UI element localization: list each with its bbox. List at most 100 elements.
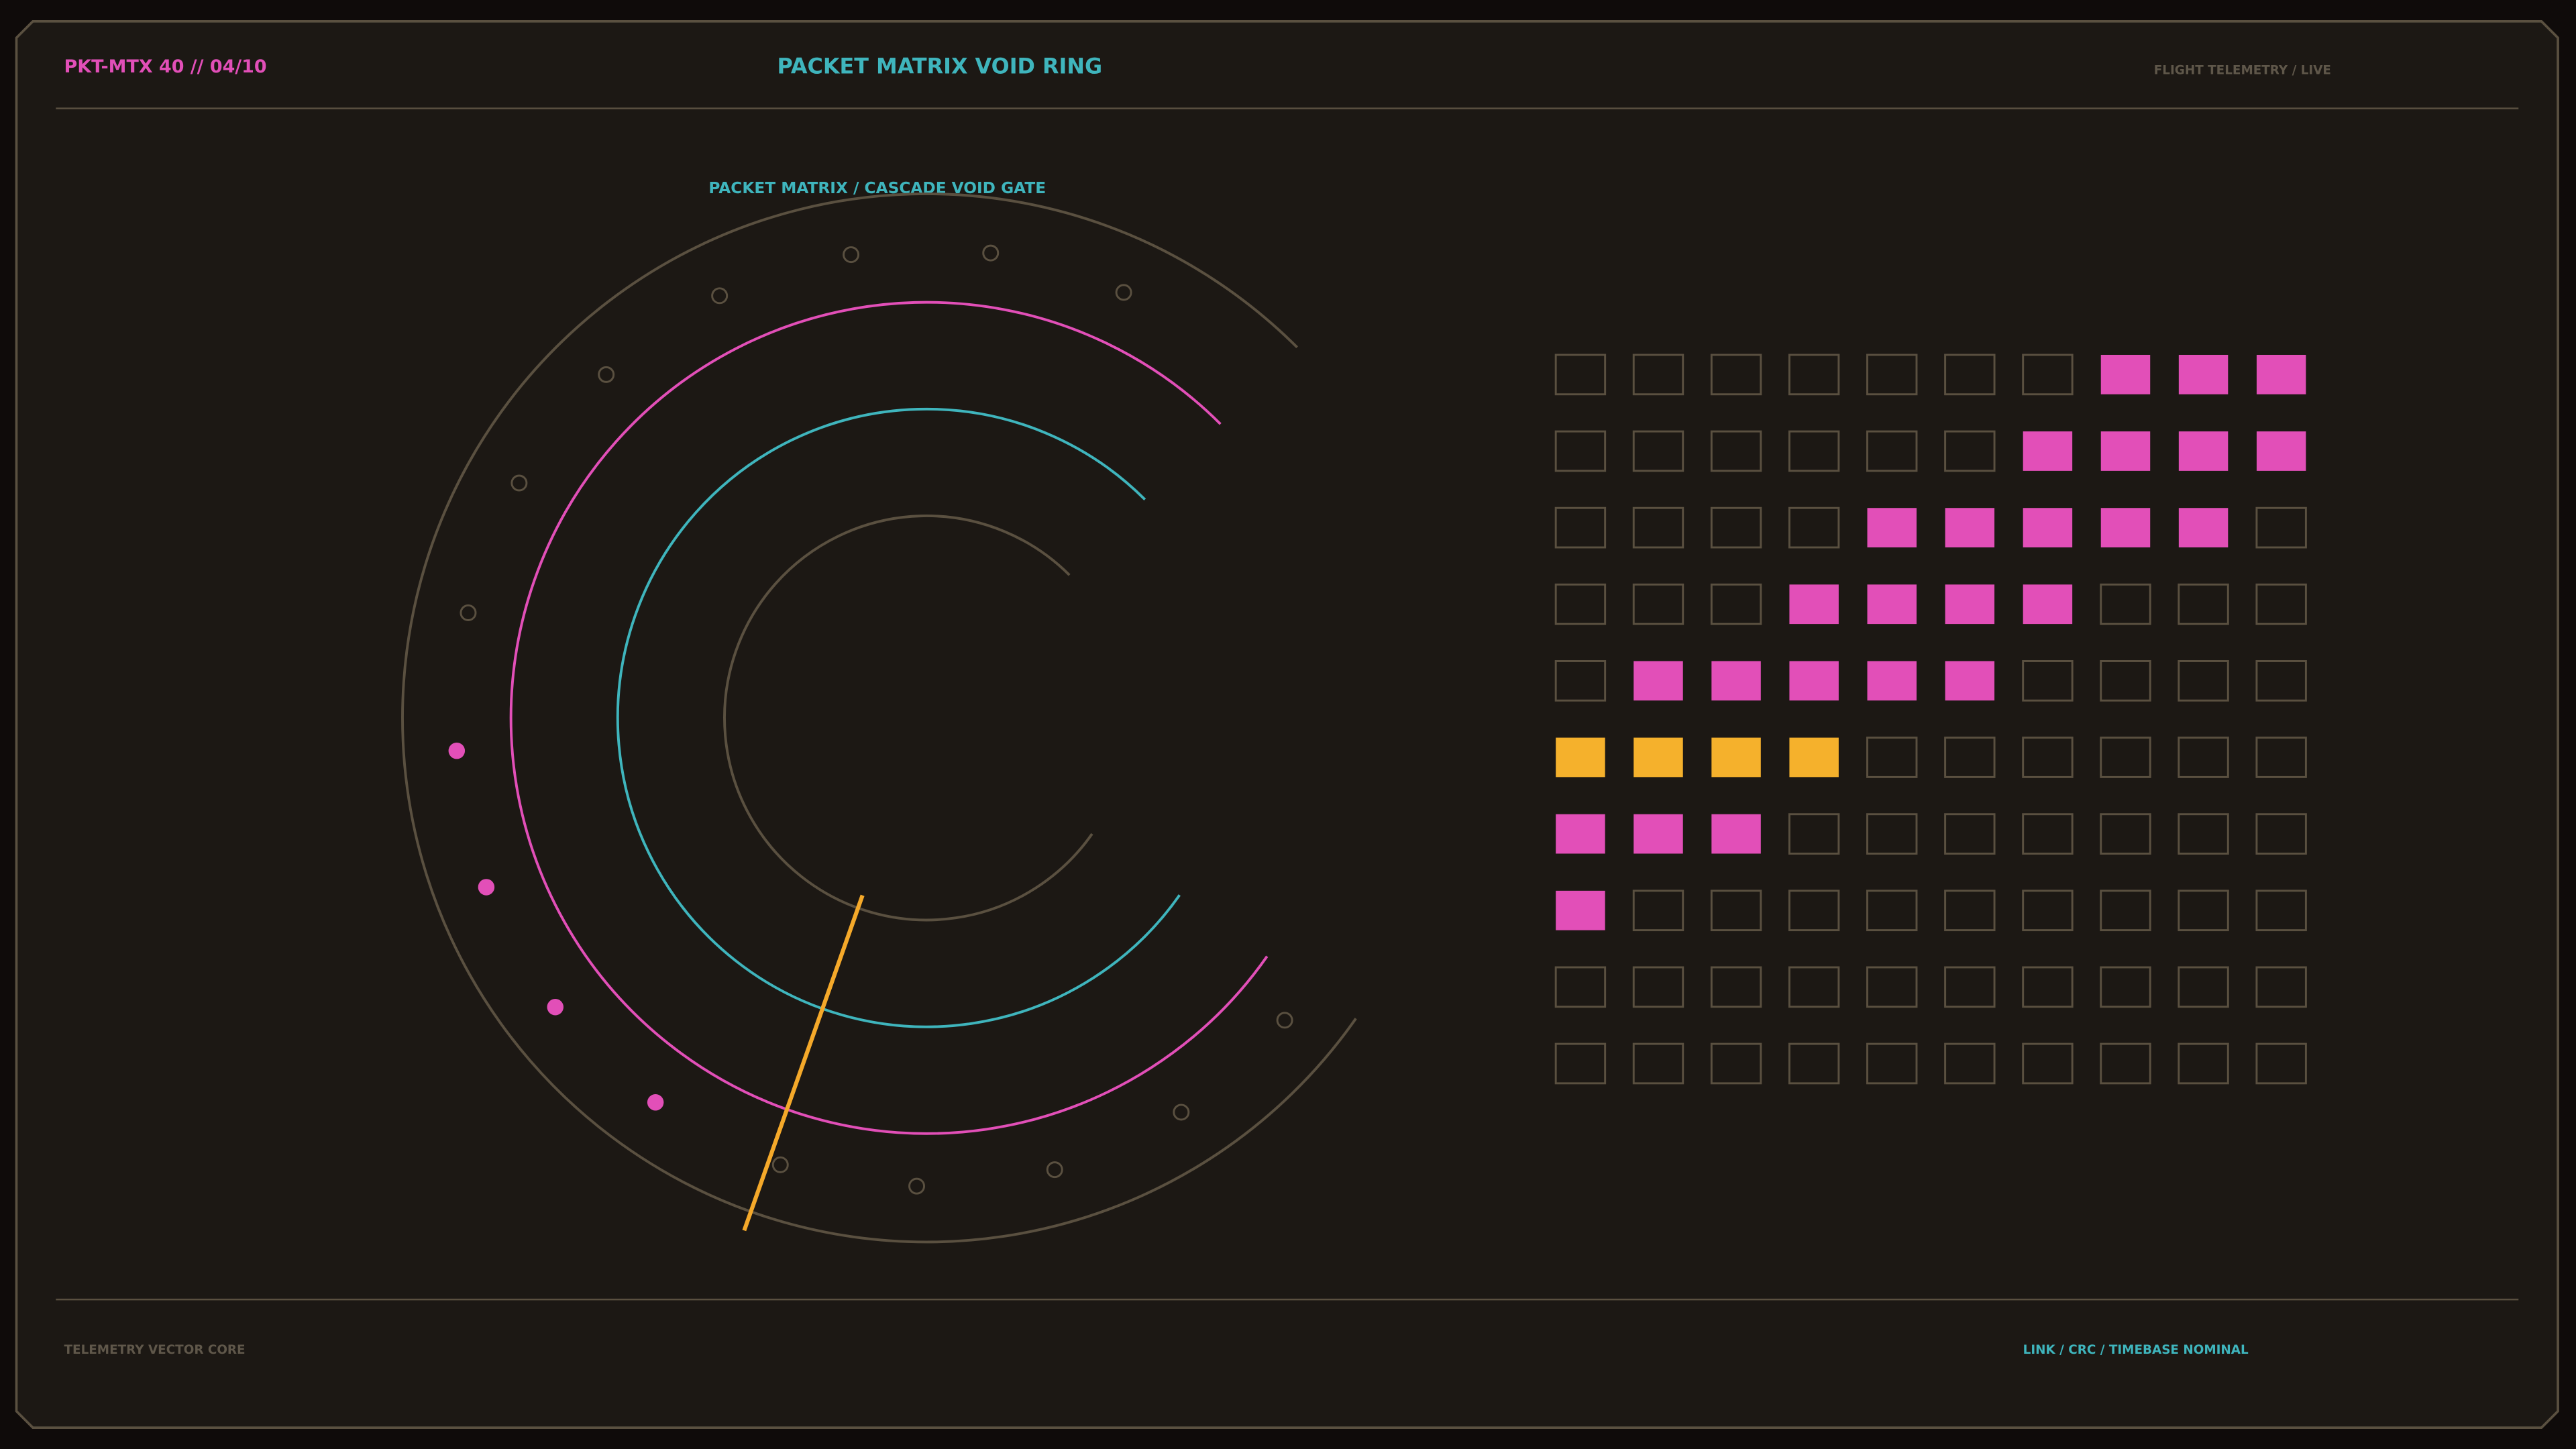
matrix-cell-active	[1789, 584, 1839, 625]
matrix-cell	[2255, 813, 2307, 855]
matrix-cell-active	[2256, 431, 2306, 471]
matrix-cell-active	[2256, 354, 2306, 394]
matrix-cell	[2022, 737, 2074, 778]
matrix-cell	[1554, 354, 1607, 396]
matrix-cell	[1632, 354, 1684, 396]
matrix-cell	[2100, 813, 2151, 855]
ring-node	[1276, 1012, 1293, 1029]
matrix-cell	[1944, 1042, 1996, 1085]
ring-arc	[401, 193, 1357, 1244]
matrix-cell-active	[2178, 431, 2229, 471]
matrix-cell-active	[2178, 508, 2229, 547]
ring-node	[1115, 284, 1132, 301]
void-ring	[401, 193, 1357, 1244]
matrix-cell	[1554, 659, 1607, 702]
matrix-cell	[1554, 506, 1607, 549]
matrix-cell	[1788, 890, 1840, 932]
matrix-cell-active	[2023, 508, 2073, 547]
matrix-cell	[2255, 966, 2307, 1008]
matrix-cell-active	[1633, 661, 1683, 701]
matrix-cell-active	[1867, 584, 1917, 625]
matrix-cell-active	[2023, 584, 2073, 625]
matrix-cell	[1944, 890, 1996, 932]
matrix-cell	[1710, 890, 1762, 932]
matrix-cell	[2022, 354, 2074, 396]
matrix-cell-active	[1867, 661, 1917, 701]
matrix-cell	[1632, 583, 1684, 625]
matrix-cell	[2022, 1042, 2074, 1085]
matrix-cell-active	[2178, 354, 2229, 394]
matrix-cell-active	[1945, 584, 1995, 625]
matrix-cell	[2100, 1042, 2151, 1085]
matrix-cell	[1944, 354, 1996, 396]
ring-node	[771, 1156, 789, 1173]
packet-matrix	[1554, 354, 2307, 1085]
matrix-cell-active	[1789, 737, 1839, 777]
matrix-cell	[2178, 966, 2229, 1008]
matrix-cell	[1944, 430, 1996, 472]
matrix-cell	[2022, 659, 2074, 702]
matrix-cell	[1788, 354, 1840, 396]
matrix-cell	[1710, 506, 1762, 549]
matrix-cell	[1554, 583, 1607, 625]
matrix-cell	[1710, 966, 1762, 1008]
matrix-cell	[2178, 583, 2229, 625]
matrix-cell	[1554, 966, 1607, 1008]
matrix-cell	[1788, 813, 1840, 855]
ring-node	[511, 474, 528, 492]
matrix-cell	[1632, 506, 1684, 549]
matrix-cell	[1866, 354, 1918, 396]
matrix-cell	[2022, 966, 2074, 1008]
matrix-cell	[1554, 1042, 1607, 1085]
ring-node-active	[448, 742, 466, 759]
ring-node	[598, 366, 615, 383]
matrix-cell	[1944, 813, 1996, 855]
header-title: PACKET MATRIX VOID RING	[777, 53, 1102, 78]
matrix-cell-active	[1945, 508, 1995, 547]
matrix-cell	[1944, 737, 1996, 778]
matrix-cell	[2100, 583, 2151, 625]
ring-node	[1046, 1161, 1063, 1179]
matrix-cell	[2022, 890, 2074, 932]
ring-node-active	[547, 998, 564, 1016]
matrix-cell	[2100, 890, 2151, 932]
ring-arc	[723, 515, 1093, 922]
matrix-cell	[1866, 430, 1918, 472]
matrix-cell-active	[1633, 814, 1683, 854]
matrix-cell-active	[2023, 431, 2073, 471]
matrix-cell	[2178, 890, 2229, 932]
ring-node	[908, 1177, 926, 1195]
header-code: PKT-MTX 40 // 04/10	[64, 56, 267, 77]
matrix-cell-active	[1945, 661, 1995, 701]
ring-arc	[616, 407, 1181, 1028]
matrix-cell	[1788, 1042, 1840, 1085]
matrix-cell	[1710, 354, 1762, 396]
matrix-cell-active	[2100, 508, 2151, 547]
matrix-cell	[1710, 1042, 1762, 1085]
matrix-cell	[1632, 430, 1684, 472]
ring-node	[460, 604, 477, 621]
footer-right: LINK / CRC / TIMEBASE NOMINAL	[2023, 1343, 2249, 1357]
matrix-cell-active	[2100, 431, 2151, 471]
matrix-cell	[2022, 813, 2074, 855]
ring-node	[843, 246, 860, 264]
matrix-cell	[2255, 659, 2307, 702]
ring-node	[1173, 1104, 1190, 1121]
ring-arc	[509, 301, 1269, 1135]
panel-title: PACKET MATRIX / CASCADE VOID GATE	[708, 179, 1046, 197]
matrix-cell	[1554, 430, 1607, 472]
ring-node	[982, 244, 1000, 262]
matrix-cell	[1710, 583, 1762, 625]
matrix-cell	[1632, 1042, 1684, 1085]
matrix-cell-active	[1711, 661, 1761, 701]
matrix-cell-active	[2100, 354, 2151, 394]
matrix-cell	[1788, 966, 1840, 1008]
matrix-cell	[1788, 506, 1840, 549]
matrix-cell-active	[1711, 814, 1761, 854]
matrix-cell	[2178, 737, 2229, 778]
matrix-cell-active	[1867, 508, 1917, 547]
matrix-cell	[2100, 966, 2151, 1008]
matrix-cell	[2178, 659, 2229, 702]
